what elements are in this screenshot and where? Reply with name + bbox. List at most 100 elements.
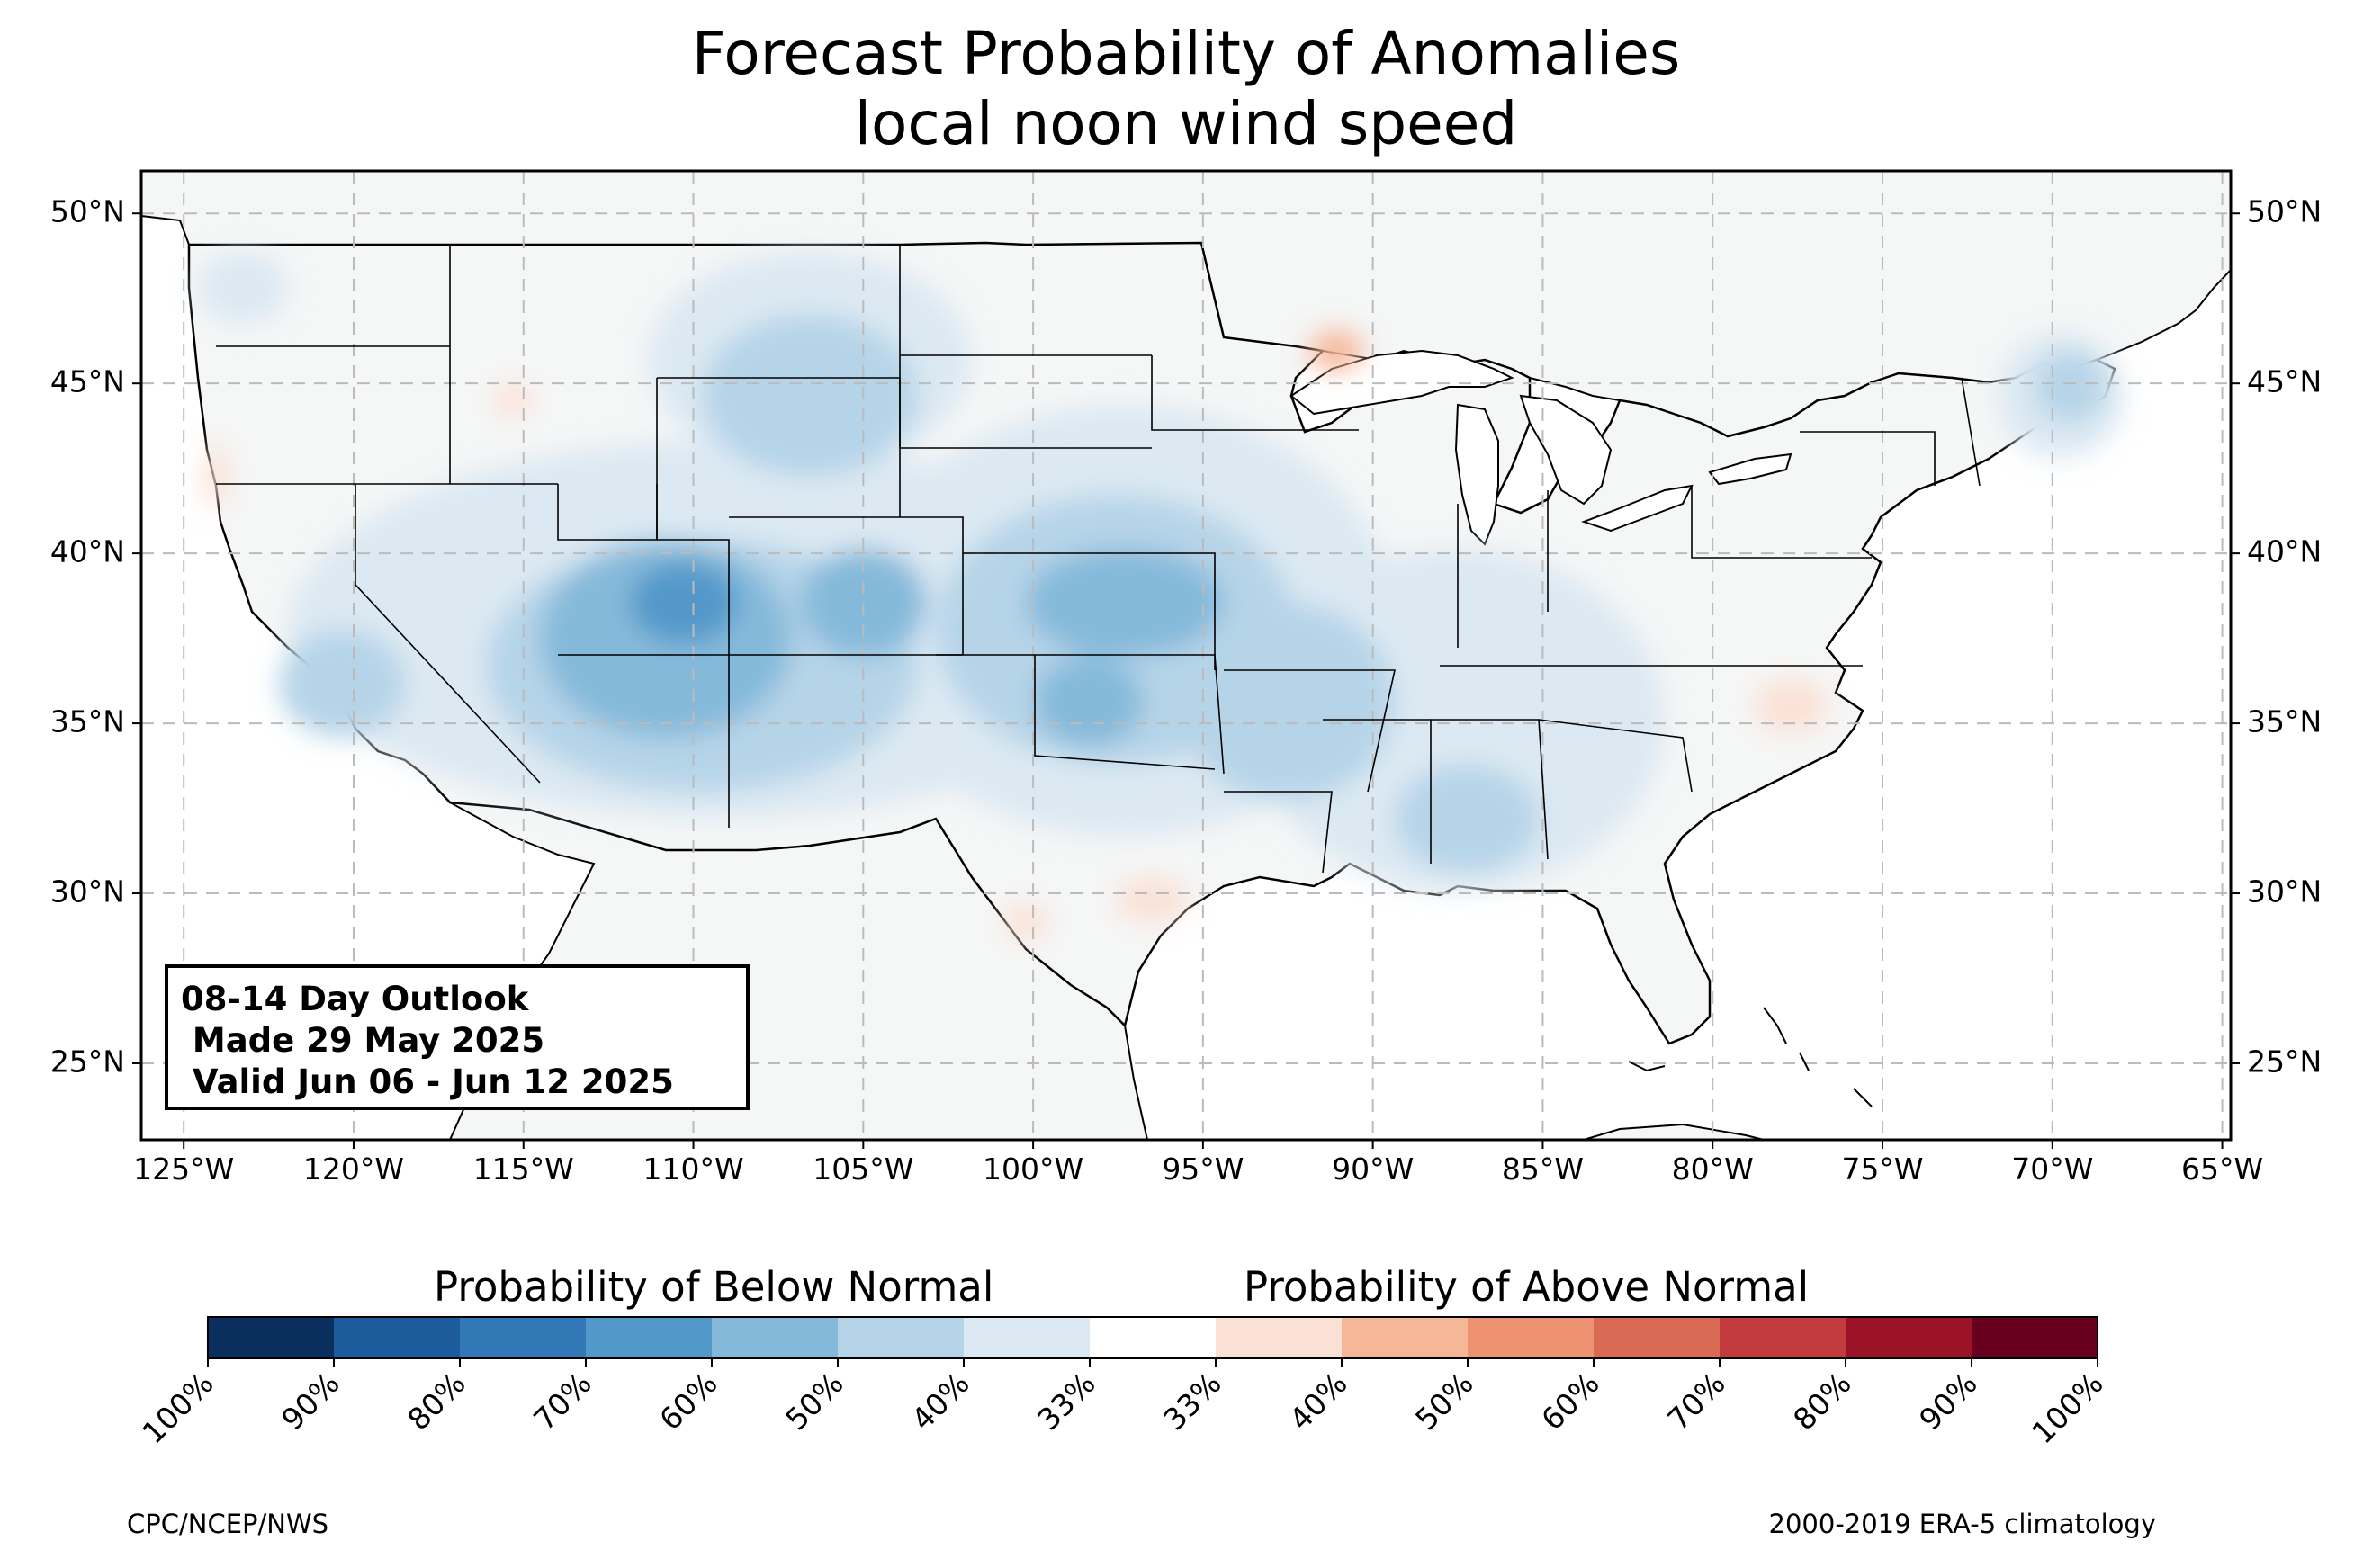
- above-normal-fill: [203, 331, 1827, 940]
- colorbar-swatch-4: [712, 1317, 839, 1358]
- colorbar-tick-label: 80%: [1786, 1366, 1857, 1437]
- colorbar-swatch-14: [1972, 1317, 2098, 1358]
- border-az-nm: [656, 378, 730, 828]
- colorbar-tick-label: 80%: [400, 1366, 472, 1437]
- coast-islands: [1628, 1007, 1873, 1107]
- above-area-oregon-coast: [203, 445, 229, 508]
- colorbar-tick-label: 90%: [274, 1366, 346, 1437]
- below-area-alabama: [1395, 765, 1539, 873]
- colorbar-frame: [207, 1316, 2098, 1359]
- border-tx-ok: [1034, 655, 1216, 770]
- lake-erie: [1581, 484, 1694, 533]
- colorbar-swatch-0: [208, 1317, 335, 1358]
- below-area-wyoming: [702, 315, 918, 477]
- outlook-period: 08-14 Day Outlook: [181, 980, 529, 1018]
- above-area-wisconsin: [1309, 331, 1363, 371]
- lat-label-left: 50°N: [50, 194, 125, 229]
- colorbar-swatch-3: [586, 1317, 713, 1358]
- border-pa: [1691, 486, 1872, 559]
- lat-label-right: 40°N: [2247, 534, 2322, 569]
- outlook-info-box: 08-14 Day Outlook Made 29 May 2025 Valid…: [165, 964, 750, 1110]
- border-nh-vt: [1961, 377, 1981, 487]
- lake-ontario: [1708, 452, 1792, 486]
- colorbar-swatch-12: [1720, 1317, 1846, 1358]
- border-co: [729, 516, 964, 655]
- below-area-maine: [2034, 351, 2106, 423]
- colorbar-swatch-7: [1090, 1317, 1217, 1358]
- border-ks: [963, 552, 1216, 670]
- lake-huron: [1519, 394, 1613, 506]
- lon-label: 95°W: [1162, 1151, 1244, 1187]
- lat-label-left: 40°N: [50, 534, 125, 569]
- colorbar: [207, 1316, 2098, 1359]
- colorbar-tick-label: 40%: [904, 1366, 975, 1437]
- colorbar-swatch-5: [838, 1317, 965, 1358]
- colorbar-swatch-8: [1216, 1317, 1343, 1358]
- above-area-north-carolina: [1755, 679, 1827, 733]
- lon-label: 110°W: [642, 1151, 743, 1187]
- footer-source: CPC/NCEP/NWS: [127, 1509, 329, 1539]
- below-area-socal: [279, 630, 405, 738]
- lat-label-right: 35°N: [2247, 704, 2322, 739]
- figure-subtitle: local noon wind speed: [854, 89, 1518, 158]
- colorbar-tick-label: 100%: [2025, 1366, 2109, 1450]
- colorbar-swatch-11: [1594, 1317, 1721, 1358]
- lon-label: 105°W: [813, 1151, 913, 1187]
- colorbar-swatch-13: [1846, 1317, 1972, 1358]
- above-area-south-texas: [1003, 904, 1048, 940]
- colorbar-swatch-1: [334, 1317, 461, 1358]
- colorbar-tick-label: 50%: [1408, 1366, 1479, 1437]
- below-area-arkansas: [1179, 603, 1395, 801]
- colorbar-tick-label: 50%: [778, 1366, 849, 1437]
- above-area-idaho: [493, 384, 533, 417]
- border-la: [1224, 791, 1333, 874]
- below-area-core: [630, 562, 738, 643]
- lat-label-right: 30°N: [2247, 874, 2322, 909]
- colorbar-tick-labels: 100% 90% 80% 70% 60% 50% 40% 33% 33% 40% 50% 60% 70%…: [135, 1358, 2110, 1450]
- lat-label-right: 45°N: [2247, 364, 2322, 399]
- outlook-valid-dates: Valid Jun 06 - Jun 12 2025: [181, 1062, 674, 1101]
- below-area-washington: [198, 252, 288, 324]
- border-ar: [1224, 669, 1396, 793]
- colorbar-swatch-9: [1342, 1317, 1469, 1358]
- great-lakes: [1289, 349, 1792, 546]
- florida-keys: [1628, 1061, 1666, 1072]
- below-area-kansas: [1026, 549, 1224, 657]
- above-area-texas-coast: [1116, 877, 1188, 922]
- colorbar-tick-label: 60%: [1534, 1366, 1605, 1437]
- lon-label: 90°W: [1332, 1151, 1414, 1187]
- lon-label: 85°W: [1502, 1151, 1584, 1187]
- figure-title: Forecast Probability of Anomalies: [691, 19, 1681, 88]
- colorbar-tick-label: 70%: [526, 1366, 597, 1437]
- colorbar-tick-label: 100%: [135, 1366, 220, 1450]
- colorbar-tick-label: 40%: [1282, 1366, 1353, 1437]
- lat-label-left: 30°N: [50, 874, 125, 909]
- map-frame: [139, 169, 2233, 1142]
- colorbar-tick-label: 70%: [1660, 1366, 1731, 1437]
- lat-label-left: 35°N: [50, 704, 125, 739]
- lat-label-left: 25°N: [50, 1044, 125, 1079]
- bahamas-islands: [1763, 1007, 1873, 1107]
- below-normal-fill: [198, 252, 2124, 891]
- border-or: [216, 345, 451, 484]
- border-ga: [1538, 719, 1693, 793]
- colorbar-swatch-6: [964, 1317, 1091, 1358]
- colorbar-tick-label: 90%: [1912, 1366, 1983, 1437]
- lon-label: 115°W: [473, 1151, 574, 1187]
- colorbar-swatch-10: [1468, 1317, 1595, 1358]
- colorbar-tick-label: 60%: [652, 1366, 723, 1437]
- below-area-oklahoma: [1035, 657, 1143, 747]
- outlook-made-date: Made 29 May 2025: [181, 1021, 545, 1060]
- border-ca-nv: [355, 484, 541, 784]
- colorbar-tick-label: 33%: [1030, 1366, 1101, 1437]
- lake-michigan: [1454, 403, 1499, 546]
- lon-label: 75°W: [1841, 1151, 1923, 1187]
- state-boundaries: [216, 245, 1981, 874]
- border-ny: [1800, 431, 1936, 486]
- lat-label-right: 50°N: [2247, 194, 2322, 229]
- longitude-ticks: 125°W 120°W 115°W 110°W 105°W 100°W 95°W 90°W 85…: [133, 1140, 2263, 1187]
- lon-label: 65°W: [2181, 1151, 2263, 1187]
- latitude-ticks: 50°N 50°N 45°N 45°N 40°N 40°N 35°N 35°N 30°N 30°N…: [50, 194, 2322, 1080]
- lon-label: 120°W: [303, 1151, 404, 1187]
